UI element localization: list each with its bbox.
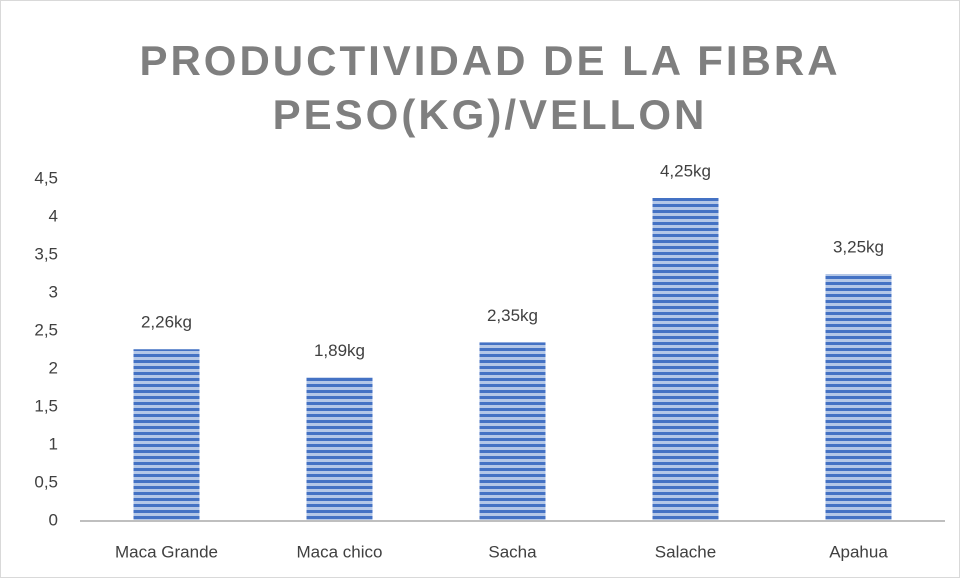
y-tick-label: 2,5 xyxy=(34,320,58,339)
y-tick-label: 1,5 xyxy=(34,396,58,415)
x-tick-label: Salache xyxy=(655,542,716,561)
y-tick-label: 1 xyxy=(49,434,58,453)
data-label: 4,25kg xyxy=(660,161,711,180)
x-tick-label: Maca chico xyxy=(297,542,383,561)
y-tick-label: 2 xyxy=(49,358,58,377)
bar xyxy=(306,377,373,521)
bar xyxy=(133,349,200,521)
bar xyxy=(825,274,892,521)
y-tick-label: 4,5 xyxy=(34,168,58,187)
y-tick-label: 3,5 xyxy=(34,244,58,263)
data-label: 1,89kg xyxy=(314,341,365,360)
bar xyxy=(479,342,546,521)
x-tick-label: Apahua xyxy=(829,542,888,561)
bar xyxy=(652,198,719,521)
data-label: 3,25kg xyxy=(833,237,884,256)
chart-title: PRODUCTIVIDAD DE LA FIBRA xyxy=(139,37,840,84)
data-label: 2,35kg xyxy=(487,306,538,325)
y-tick-label: 0 xyxy=(49,510,58,529)
y-tick-label: 0,5 xyxy=(34,472,58,491)
x-tick-label: Sacha xyxy=(488,542,537,561)
x-tick-label: Maca Grande xyxy=(115,542,218,561)
chart-title: PESO(KG)/VELLON xyxy=(273,91,708,138)
y-tick-label: 4 xyxy=(49,206,58,225)
y-tick-label: 3 xyxy=(49,282,58,301)
data-label: 2,26kg xyxy=(141,313,192,332)
